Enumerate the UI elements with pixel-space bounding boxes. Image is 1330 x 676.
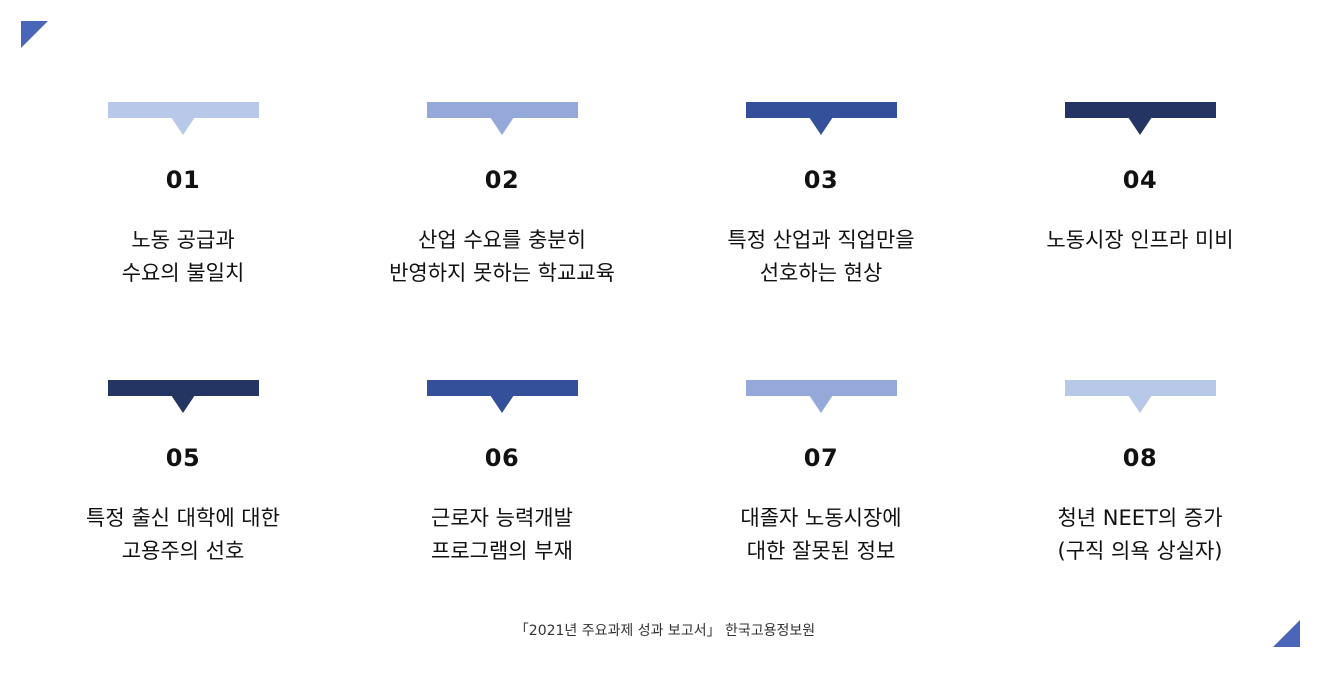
factor-number: 08 — [1122, 444, 1158, 472]
factor-item-08: 08 청년 NEET의 증가 (구직 의욕 상실자) — [980, 380, 1300, 568]
marker-icon — [107, 380, 259, 413]
factor-description: 특정 산업과 직업만을 선호하는 현상 — [727, 228, 915, 285]
factor-item-07: 07 대졸자 노동시장에 대한 잘못된 정보 — [661, 380, 981, 568]
factor-description: 청년 NEET의 증가 (구직 의욕 상실자) — [1057, 506, 1223, 563]
factor-item-05: 05 특정 출신 대학에 대한 고용주의 선호 — [23, 380, 343, 568]
corner-triangle-bottom-right — [1273, 620, 1300, 647]
corner-triangle-top-left — [21, 21, 48, 48]
factor-description: 산업 수요를 충분히 반영하지 못하는 학교교육 — [389, 228, 615, 285]
factor-item-03: 03 특정 산업과 직업만을 선호하는 현상 — [661, 102, 981, 290]
marker-icon — [107, 102, 259, 135]
factor-number: 06 — [484, 444, 520, 472]
marker-icon — [426, 380, 578, 413]
marker-icon — [745, 380, 897, 413]
marker-icon — [1064, 380, 1216, 413]
factor-description: 특정 출신 대학에 대한 고용주의 선호 — [86, 506, 280, 563]
factor-item-02: 02 산업 수요를 충분히 반영하지 못하는 학교교육 — [342, 102, 662, 290]
source-caption: 「2021년 주요과제 성과 보고서」 한국고용정보원 — [514, 623, 816, 639]
factor-description: 노동 공급과 수요의 불일치 — [121, 228, 245, 285]
marker-icon — [426, 102, 578, 135]
factor-item-04: 04 노동시장 인프라 미비 — [980, 102, 1300, 257]
factor-number: 03 — [803, 166, 839, 194]
factor-description: 노동시장 인프라 미비 — [1046, 228, 1234, 252]
marker-icon — [745, 102, 897, 135]
factor-description: 대졸자 노동시장에 대한 잘못된 정보 — [740, 506, 902, 563]
factor-item-01: 01 노동 공급과 수요의 불일치 — [23, 102, 343, 290]
factor-number: 01 — [165, 166, 201, 194]
factor-description: 근로자 능력개발 프로그램의 부재 — [431, 506, 573, 563]
factor-number: 05 — [165, 444, 201, 472]
factor-number: 07 — [803, 444, 839, 472]
factor-number: 02 — [484, 166, 520, 194]
factor-item-06: 06 근로자 능력개발 프로그램의 부재 — [342, 380, 662, 568]
marker-icon — [1064, 102, 1216, 135]
factor-number: 04 — [1122, 166, 1158, 194]
